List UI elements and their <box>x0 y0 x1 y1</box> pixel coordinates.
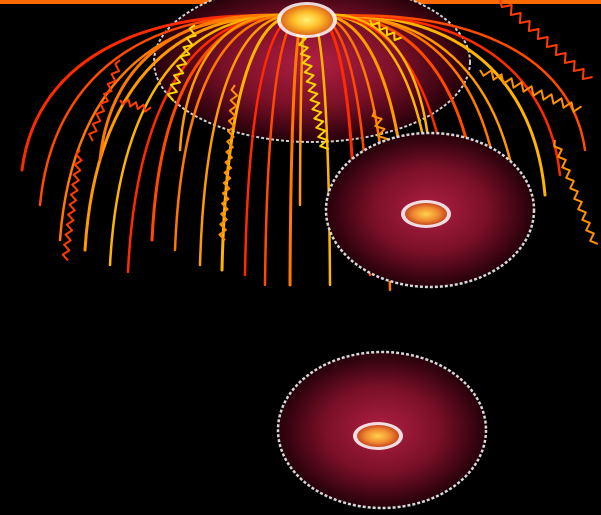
wave-line <box>218 84 239 241</box>
wave-line <box>296 29 330 151</box>
wave-line <box>369 19 402 41</box>
bottom-sphere <box>276 350 488 510</box>
middle-sphere <box>324 131 536 289</box>
wave-line <box>499 0 593 80</box>
ray-line <box>305 14 587 152</box>
wave-line <box>88 59 121 142</box>
top-core <box>277 2 337 38</box>
wave-line <box>479 69 583 113</box>
wave-line <box>119 98 152 113</box>
wave-line <box>166 24 197 102</box>
wave-line <box>61 149 83 262</box>
wave-line <box>553 139 599 245</box>
